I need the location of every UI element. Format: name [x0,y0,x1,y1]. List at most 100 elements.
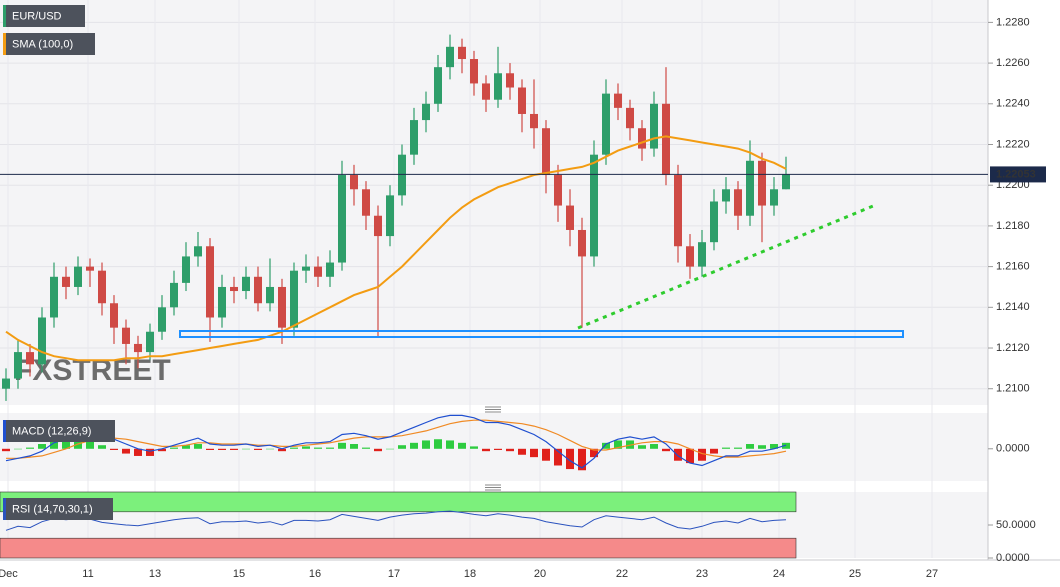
current-price-box [990,166,1046,183]
panel-handle [485,406,501,491]
candle-body [506,73,514,88]
histogram-bar [206,448,214,450]
signal-line [6,419,787,459]
candle-body [134,343,142,353]
histogram-bar [590,448,598,458]
candle-body [122,327,130,344]
histogram-bar [554,448,562,466]
candle-body [98,270,106,304]
candle-body [446,46,454,68]
histogram-bar [14,448,22,450]
histogram-bar [26,447,34,449]
x-tick-label: 27 [926,568,938,580]
candle-body [686,246,694,267]
candle-body [542,128,550,176]
candle-body [338,175,346,263]
candle-body [146,331,154,353]
x-tick-label: 24 [773,568,785,580]
legend-swatch [3,33,6,55]
histogram-bar [182,445,190,449]
histogram-bar [62,439,70,449]
candle-body [638,128,646,149]
histogram-bar [326,447,334,449]
histogram-bar [734,447,742,449]
legend-label: MACD (12,26,9) [12,425,91,437]
candle-body [230,286,238,292]
histogram-bar [230,448,238,450]
histogram-bar [386,448,394,450]
histogram-bar [122,448,130,454]
histogram-bar [194,444,202,449]
candle-body [758,160,766,206]
candle-body [290,270,298,328]
histogram-bar [614,440,622,449]
x-tick-label: 15 [233,568,245,580]
histogram-bar [482,448,490,452]
candle-body [314,266,322,277]
legend-swatch [3,5,6,27]
histogram-bar [530,448,538,458]
legend-label: EUR/USD [12,10,62,22]
candle-body [14,352,22,379]
legend-label: RSI (14,70,30,1) [12,503,93,515]
candle-body [26,352,34,365]
histogram-bar [542,448,550,461]
histogram-bar [662,448,670,452]
histogram-bar [686,448,694,464]
candle-body [242,276,250,292]
candle-body [578,229,586,257]
histogram-bar [98,445,106,449]
candle-body [398,154,406,196]
candle-body [770,189,778,206]
candle-body [74,266,82,287]
y-tick-label: 1.2120 [996,342,1030,354]
candle-body [530,113,538,129]
x-tick-label: 20 [534,568,546,580]
histogram-bar [86,440,94,449]
histogram-bar [470,446,478,449]
x-tick-label: 18 [464,568,476,580]
candle-body [434,67,442,104]
y-tick-label: 0.0000 [996,552,1030,564]
support-zone [179,330,904,338]
candle-body [50,276,58,318]
candle-body [206,246,214,318]
histogram-bar [338,442,346,449]
histogram-bar [2,448,10,452]
macd-panel [0,413,988,481]
histogram-bar [278,448,286,452]
legend-box [3,33,95,55]
histogram-bar [566,448,574,470]
histogram-bar [350,444,358,449]
histogram-bar [698,448,706,461]
x-tick-label: 17 [388,568,400,580]
histogram-bar [374,448,382,452]
legend-box [3,5,85,27]
histogram-bar [494,448,502,450]
candle-body [722,189,730,202]
candle-body [494,73,502,100]
candle-body [302,266,310,271]
histogram-bar [302,446,310,449]
candle-body [218,286,226,318]
candle-body [38,317,46,365]
candle-body [470,59,478,84]
histogram-bar [110,448,118,450]
histogram-bar [434,439,442,449]
histogram-bar [254,448,262,450]
candle-body [422,103,430,121]
candle-body [86,266,94,271]
histogram-bar [290,447,298,449]
macd-line [5,414,787,469]
histogram-bar [458,442,466,449]
oversold-zone [0,537,797,559]
y-tick-label: 1.2240 [996,98,1030,110]
x-tick-label: 11 [82,568,93,580]
histogram-bar [422,440,430,449]
histogram-bar [722,447,730,449]
legend-box [3,420,115,442]
y-tick-label: 1.2220 [996,138,1030,150]
sma-line [5,135,787,362]
candle-body [386,195,394,237]
